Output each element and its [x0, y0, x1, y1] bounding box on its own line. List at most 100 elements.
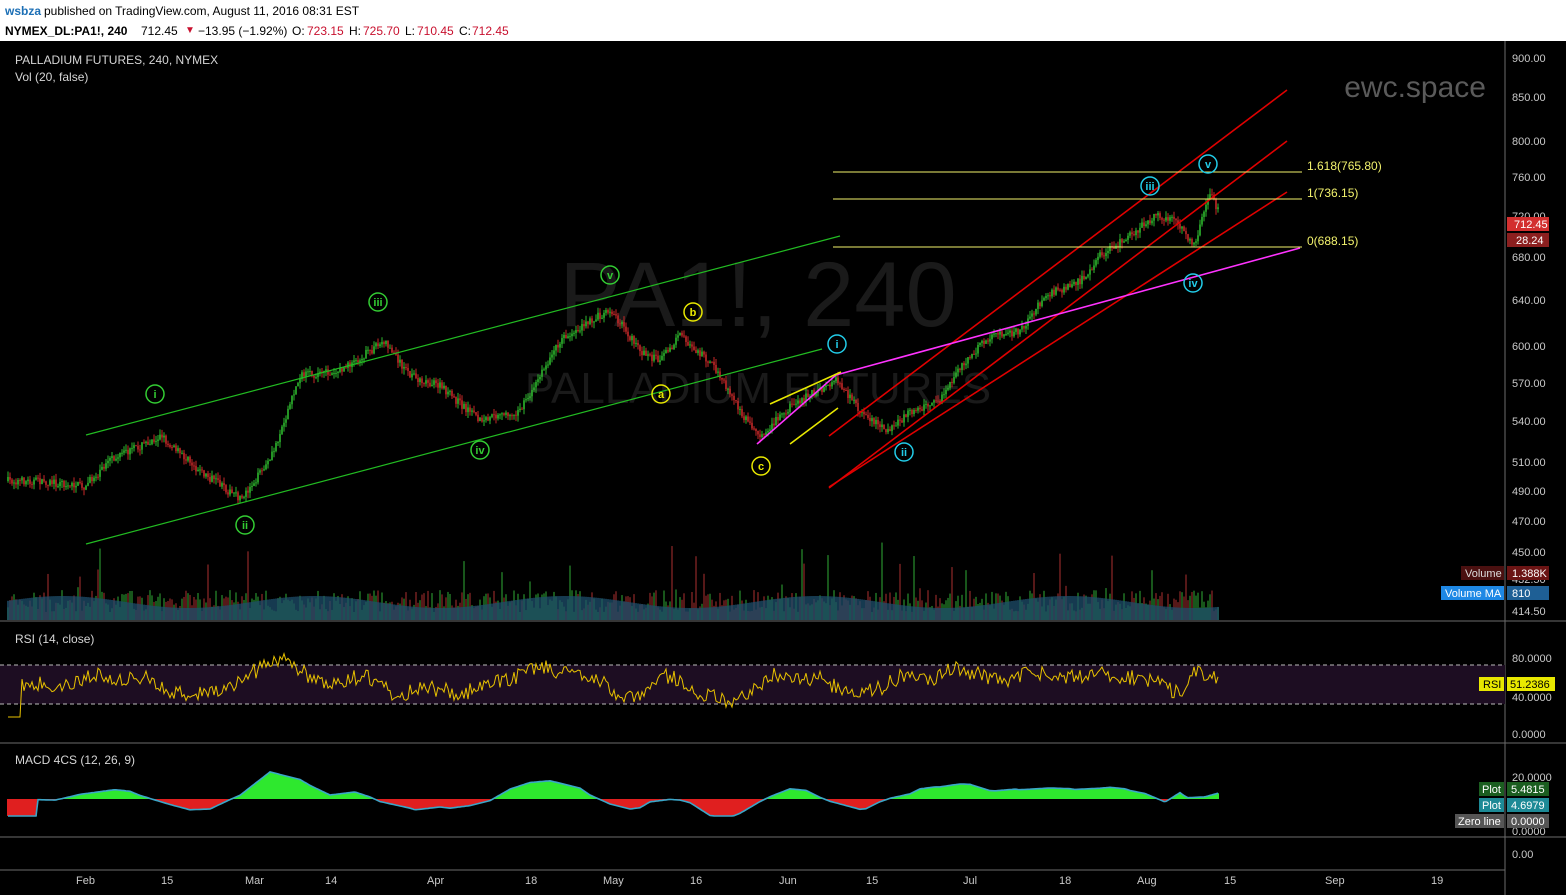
volume-ma-area [163, 606, 165, 620]
volume-ma-area [1207, 607, 1209, 620]
macd-bar [193, 799, 195, 810]
volume-ma-area [45, 596, 47, 620]
candle-body [779, 414, 781, 421]
volume-ma-area [315, 596, 317, 620]
candle-body [793, 404, 795, 406]
volume-ma-area [263, 600, 265, 620]
macd-bar [1041, 788, 1043, 799]
macd-bar [581, 789, 583, 799]
candle-body [243, 496, 245, 498]
candle-body [553, 350, 555, 355]
publisher-username[interactable]: wsbza [5, 4, 42, 18]
candle-body [1019, 329, 1021, 335]
wave-label-cyan-iv[interactable]: iv [1183, 273, 1203, 293]
candle-body [717, 371, 719, 373]
wave-label-cyan-v[interactable]: v [1198, 154, 1218, 174]
candle-body [367, 349, 369, 351]
macd-bar [727, 799, 729, 816]
magenta-trendline[interactable] [835, 247, 1301, 376]
volume-ma-area [559, 596, 561, 620]
volume-ma-area [617, 600, 619, 620]
macd-bar [715, 799, 717, 816]
candle-body [85, 485, 87, 490]
magenta-wedge-line[interactable] [756, 374, 837, 445]
volume-ma-area [435, 607, 437, 620]
volume-indicator-title[interactable]: Vol (20, false) [15, 70, 88, 84]
candle-body [1073, 281, 1075, 285]
macd-bar [291, 777, 293, 799]
volume-ma-area [505, 601, 507, 620]
volume-ma-area [117, 600, 119, 620]
wave-label-green-ii[interactable]: ii [235, 515, 255, 535]
volume-ma-area [1201, 607, 1203, 620]
candle-body [225, 485, 227, 493]
candle-body [1199, 224, 1201, 236]
volume-ma-area [259, 600, 261, 620]
wave-label-yellow-c[interactable]: c [751, 456, 771, 476]
macd-bar [477, 799, 479, 804]
candle-body [437, 383, 439, 388]
candle-body [1217, 207, 1219, 210]
rsi-title[interactable]: RSI (14, close) [15, 632, 94, 646]
macd-title[interactable]: MACD 4CS (12, 26, 9) [15, 753, 135, 767]
macd-bar [1151, 796, 1153, 799]
candle-body [497, 414, 499, 419]
macd-bar [265, 775, 267, 799]
macd-bar [25, 799, 27, 816]
volume-bar [441, 594, 443, 620]
wave-label-yellow-b[interactable]: b [683, 302, 703, 322]
svg-text:ii: ii [901, 447, 907, 459]
chart-canvas[interactable]: PA1!, 240 PALLADIUM FUTURES 1.618(765.80… [0, 41, 1566, 895]
volume-ma-area [255, 601, 257, 620]
candle-body [579, 330, 581, 332]
macd-bar [107, 790, 109, 799]
red-channel-lower[interactable] [828, 191, 1288, 488]
wave-label-green-iv[interactable]: iv [470, 440, 490, 460]
macd-bar [361, 794, 363, 799]
wave-label-cyan-ii[interactable]: ii [894, 442, 914, 462]
time-axis[interactable]: Feb 15 Mar 14 Apr 18 May 16 Jun 15 Jul 1… [76, 875, 1443, 887]
candle-body [577, 330, 579, 332]
red-channel-upper[interactable] [828, 89, 1288, 437]
volume-ma-area [1013, 600, 1015, 620]
volume-ma-area [1187, 607, 1189, 620]
candle-body [833, 380, 835, 383]
volume-ma-area [933, 607, 935, 620]
candle-body [11, 479, 13, 484]
macd-bar [417, 799, 419, 810]
candle-body [807, 393, 809, 397]
candle-body [975, 353, 977, 355]
candle-body [767, 430, 769, 433]
candle-body [265, 464, 267, 470]
volume-ma-area [137, 603, 139, 620]
volume-ma-area [373, 601, 375, 620]
macd-bar [773, 795, 775, 799]
candle-body [357, 360, 359, 363]
wave-label-green-iii[interactable]: iii [368, 292, 388, 312]
macd-bar [181, 799, 183, 808]
volume-ma-area [693, 607, 695, 620]
wave-label-yellow-a[interactable]: a [651, 384, 671, 404]
candle-body [527, 398, 529, 400]
volume-bar [671, 546, 673, 620]
yellow-flag-lower[interactable] [789, 407, 839, 445]
macd-bar [1141, 792, 1143, 799]
yellow-flag-upper[interactable] [769, 371, 842, 405]
wave-label-green-i[interactable]: i [145, 384, 165, 404]
volume-ma-area [1203, 607, 1205, 620]
green-channel-lower[interactable] [85, 348, 823, 545]
macd-bar [961, 784, 963, 799]
macd-bar [1017, 789, 1019, 799]
candle-body [547, 364, 549, 366]
wave-label-cyan-iii[interactable]: iii [1140, 176, 1160, 196]
wave-label-green-v[interactable]: v [600, 265, 620, 285]
volume-bar [149, 590, 151, 620]
wave-label-cyan-i[interactable]: i [827, 334, 847, 354]
green-channel-upper[interactable] [85, 235, 841, 436]
volume-ma-area [649, 605, 651, 620]
macd-bar [517, 786, 519, 799]
candle-body [1191, 238, 1193, 245]
price-axis[interactable] [1505, 41, 1566, 895]
candle-body [1189, 238, 1191, 241]
macd-bar [115, 789, 117, 799]
